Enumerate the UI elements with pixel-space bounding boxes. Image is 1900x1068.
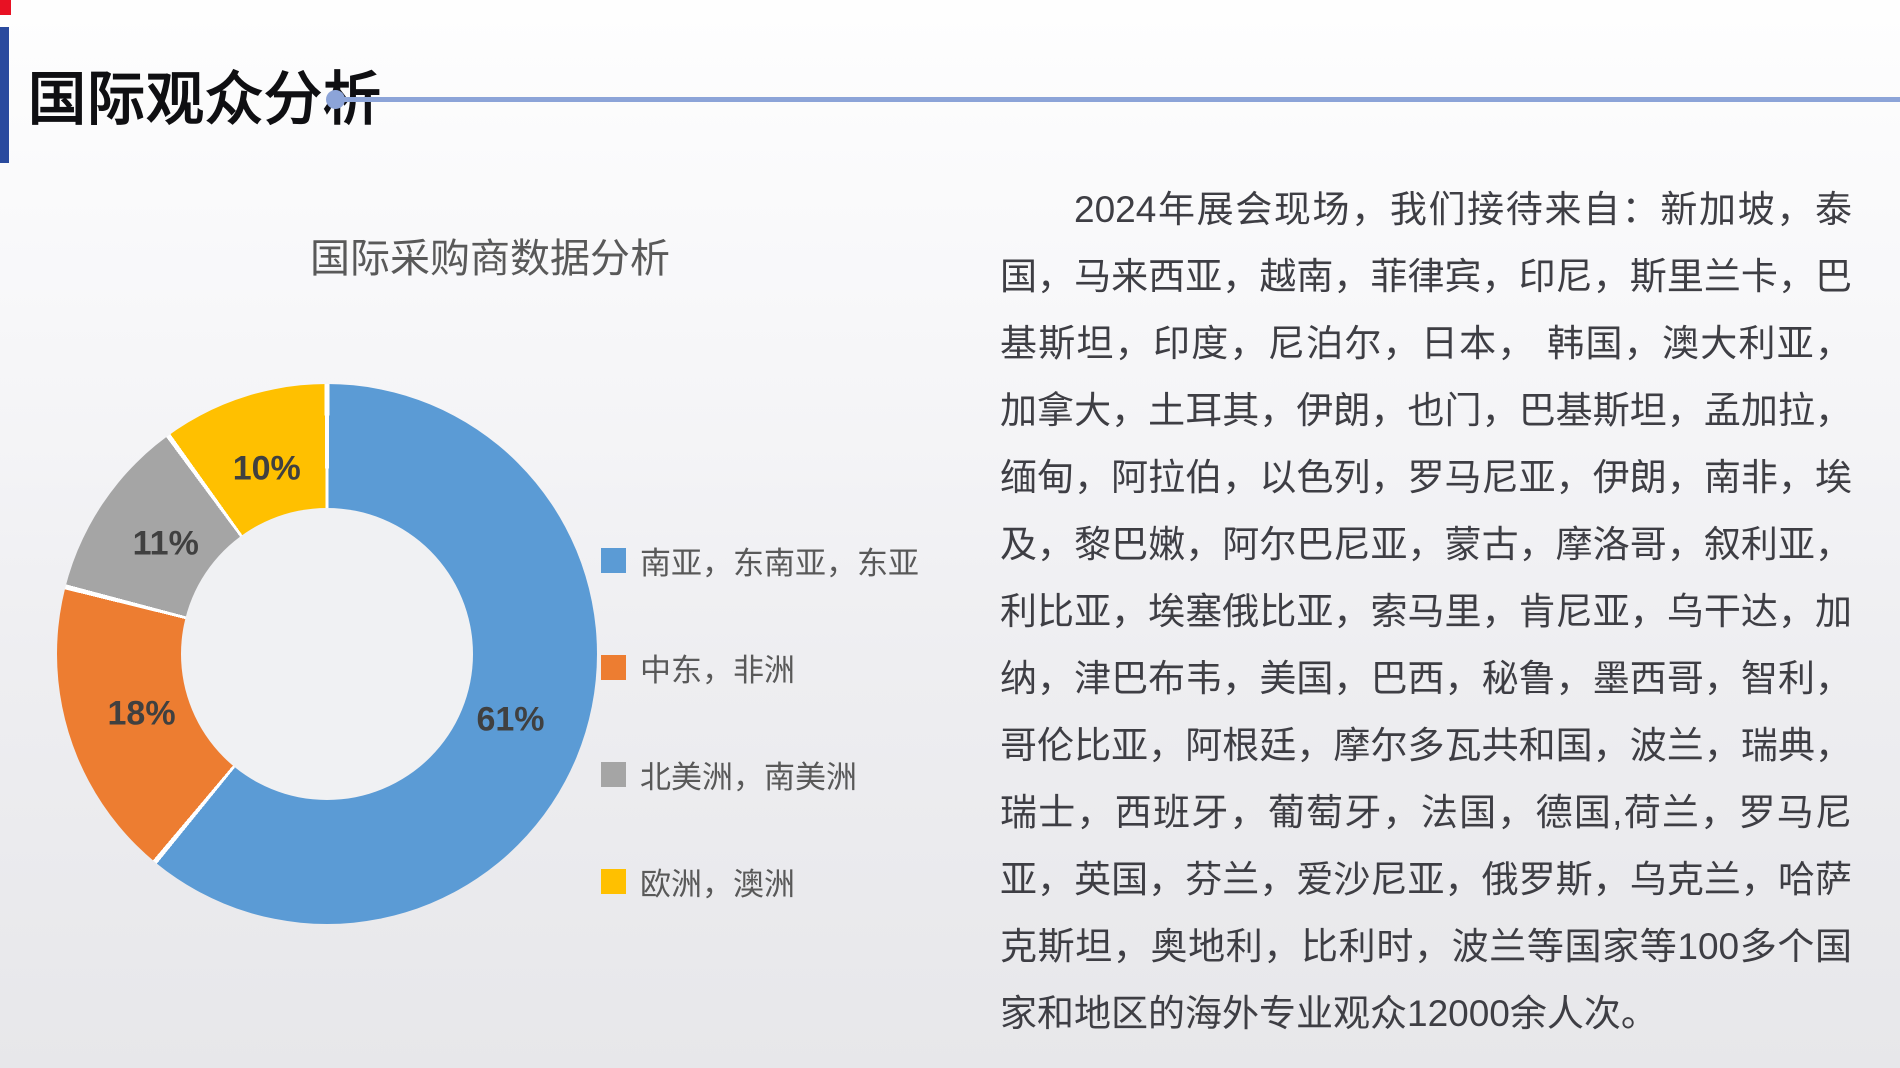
legend-item: 欧洲，澳洲: [601, 859, 919, 904]
legend-label: 欧洲，澳洲: [640, 867, 795, 902]
donut-label: 11%: [132, 524, 199, 563]
legend-swatch-icon: [601, 548, 626, 573]
legend-swatch-icon: [601, 762, 626, 787]
chart-legend: 南亚，东南亚，东亚 中东，非洲北美洲，南美洲 欧洲，澳洲: [601, 538, 919, 904]
page-title: 国际观众分析: [28, 67, 383, 132]
legend-swatch-icon: [601, 869, 626, 894]
legend-item: 北美洲，南美洲: [601, 752, 919, 797]
body-text: 2024年展会现场，我们接待来自：新加坡，泰国，马来西亚，越南，菲律宾，印尼，斯…: [1000, 189, 1852, 1034]
legend-swatch-icon: [601, 655, 626, 680]
legend-item: 南亚，东南亚，东亚: [601, 538, 919, 583]
chart-title: 国际采购商数据分析: [310, 237, 670, 281]
legend-label: 北美洲，南美洲: [640, 760, 857, 795]
red-corner-accent: [0, 0, 11, 15]
donut-ring: [57, 384, 597, 924]
legend-item: 中东，非洲: [601, 645, 919, 690]
legend-label: 中东，非洲: [640, 653, 795, 688]
legend-label: 南亚，东南亚，东亚: [640, 546, 919, 581]
donut-label: 18%: [107, 694, 176, 733]
title-divider-line: [326, 90, 1900, 109]
donut-label: 10%: [232, 449, 301, 488]
donut-label: 61%: [476, 700, 545, 739]
divider-dot-icon: [326, 90, 345, 109]
donut-hole: [181, 508, 473, 800]
title-accent-bar: [0, 27, 9, 163]
